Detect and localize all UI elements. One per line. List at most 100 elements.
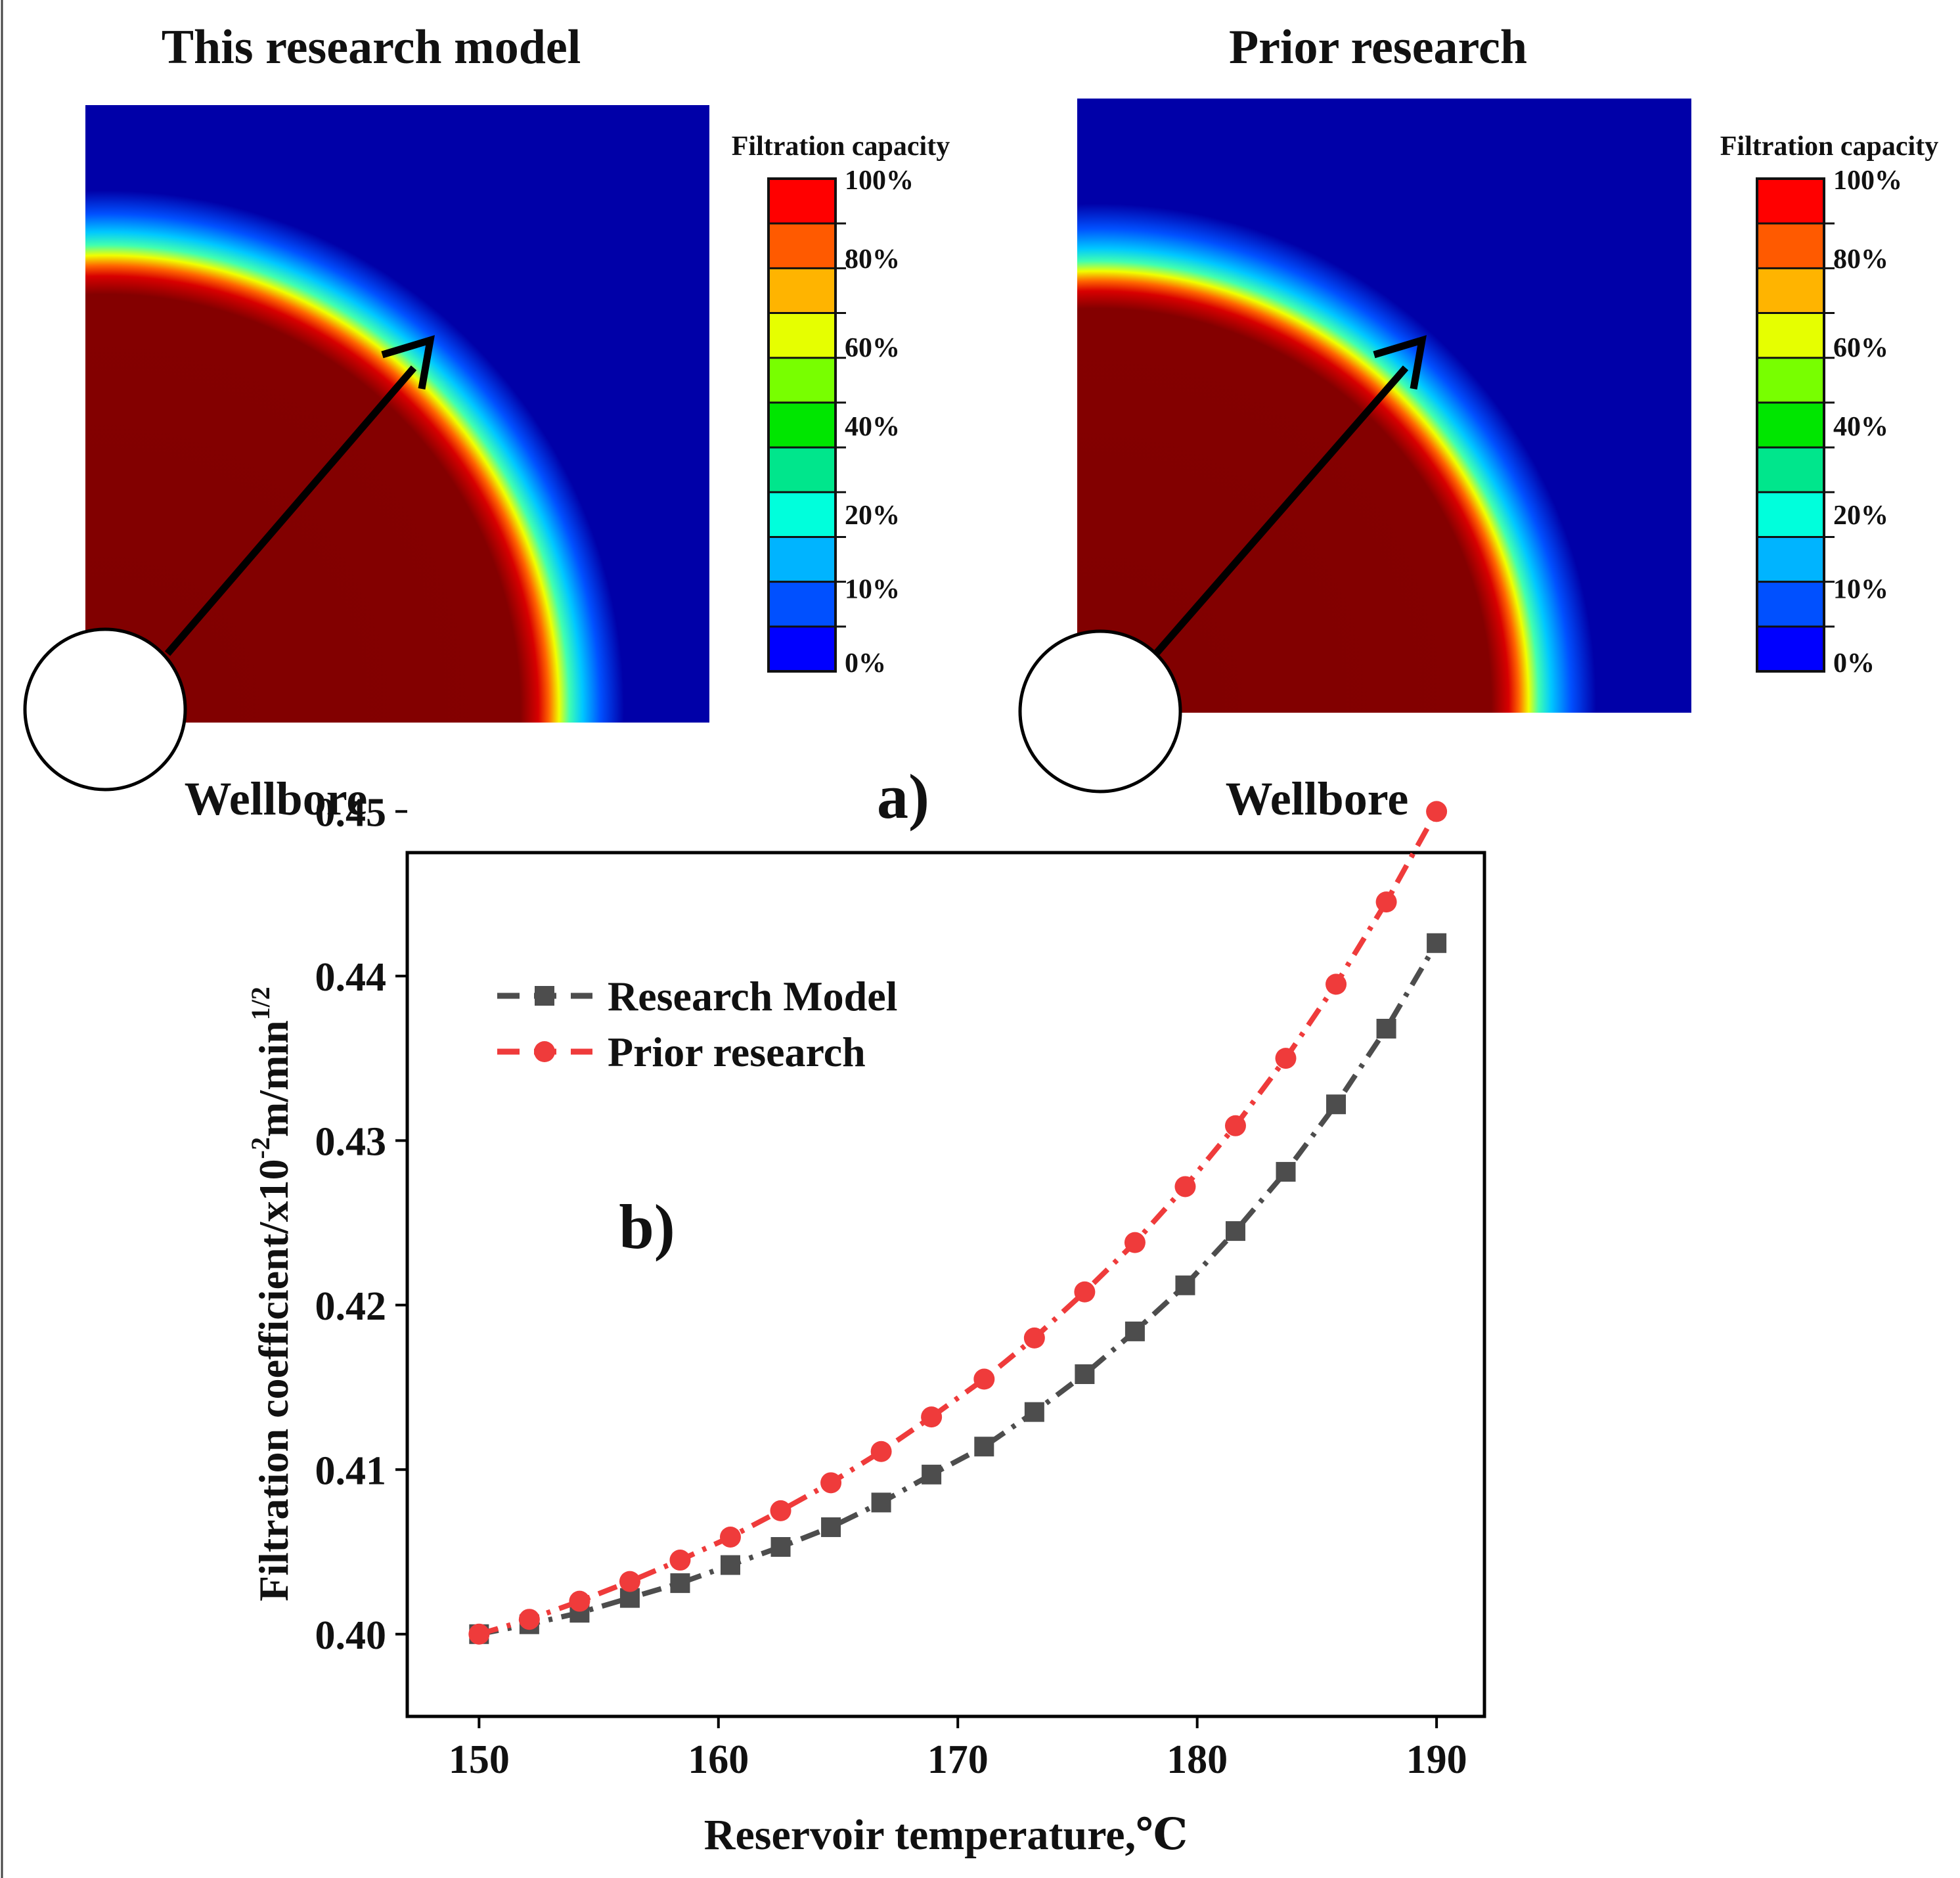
y-tick-label: 0.44	[315, 955, 387, 1000]
data-point-prior-research	[770, 1500, 791, 1521]
data-point-research-model	[1376, 1019, 1396, 1039]
data-point-research-model	[670, 1573, 690, 1594]
right-colorbar-tick-label: 60%	[1833, 333, 1888, 363]
panel-b-label: b)	[619, 1192, 675, 1262]
left-map-title: This research model	[162, 20, 581, 74]
right-colorbar-band	[1757, 402, 1824, 448]
data-point-research-model	[1276, 1161, 1296, 1182]
data-point-research-model	[922, 1464, 942, 1485]
left-colorbar-band	[768, 581, 835, 627]
right-colorbar-band	[1757, 447, 1824, 493]
data-point-research-model	[770, 1537, 791, 1557]
y-axis-title: Filtration coefficient/x10-2m/min1/2	[246, 987, 297, 1601]
left-colorbar-band	[768, 447, 835, 493]
data-point-prior-research	[468, 1623, 490, 1645]
right-colorbar-band	[1757, 492, 1824, 537]
x-tick-label: 170	[927, 1737, 989, 1782]
right-colorbar-title: Filtration capacity	[1720, 131, 1938, 162]
x-tick-label: 150	[449, 1737, 510, 1782]
legend: Research Model Prior research	[497, 973, 897, 1075]
left-colorbar-band	[768, 357, 835, 403]
y-tick-label: 0.42	[315, 1284, 387, 1329]
left-colorbar-band	[768, 313, 835, 359]
x-tick-label: 160	[688, 1737, 749, 1782]
right-colorbar-tick-label: 40%	[1833, 412, 1888, 442]
data-point-research-model	[1175, 1275, 1195, 1295]
x-tick-label: 180	[1167, 1737, 1228, 1782]
data-point-prior-research	[973, 1368, 995, 1390]
left-heatmap	[85, 105, 709, 723]
x-axis: 150 160 170 180 190	[449, 1716, 1467, 1782]
panel-a-right: Prior research Wellbore Filtration capac…	[1018, 20, 1938, 825]
legend-marker-circle	[534, 1041, 555, 1062]
left-colorbar-band	[768, 626, 835, 672]
right-colorbar-band	[1757, 626, 1824, 672]
data-point-research-model	[1427, 933, 1447, 953]
data-point-prior-research	[820, 1472, 842, 1494]
right-direction-arrow-shaft	[1153, 365, 1409, 656]
right-wellbore-label: Wellbore	[1226, 772, 1409, 825]
legend-label-prior-research: Prior research	[608, 1029, 866, 1075]
right-map-title: Prior research	[1229, 20, 1527, 74]
data-point-prior-research	[921, 1406, 943, 1428]
legend-entry-prior-research: Prior research	[497, 1029, 866, 1075]
left-colorbar-tick-label: 0%	[845, 648, 886, 679]
data-point-prior-research	[720, 1526, 741, 1548]
left-colorbar-band	[768, 179, 835, 224]
data-point-research-model	[1326, 1094, 1347, 1115]
data-point-prior-research	[518, 1609, 540, 1630]
right-colorbar-band	[1757, 179, 1824, 224]
right-direction-arrow-head	[1373, 335, 1427, 390]
plot-frame	[405, 851, 1486, 1718]
y-axis-title-exp: -2	[246, 1137, 275, 1159]
y-tick-label: 0.43	[315, 1119, 387, 1164]
left-colorbar-band	[768, 537, 835, 583]
data-point-prior-research	[619, 1571, 640, 1592]
left-colorbar-tick-label: 10%	[845, 575, 900, 605]
left-colorbar-tick-label: 60%	[845, 333, 900, 363]
panel-a-label: a)	[877, 761, 929, 832]
right-colorbar: 100% 80% 60% 40% 20% 10% 0%	[1756, 166, 1902, 679]
data-point-prior-research	[1375, 891, 1397, 913]
left-colorbar: 100% 80% 60% 40% 20% 10% 0%	[767, 166, 914, 679]
legend-label-research-model: Research Model	[608, 973, 897, 1019]
data-point-prior-research	[1074, 1281, 1096, 1303]
right-colorbar-band	[1757, 223, 1824, 269]
left-colorbar-band	[768, 223, 835, 269]
series-layer	[468, 801, 1448, 1645]
right-colorbar-band	[1757, 581, 1824, 627]
data-point-research-model	[1225, 1221, 1245, 1241]
left-colorbar-tick-label: 100%	[845, 166, 914, 196]
left-colorbar-title: Filtration capacity	[732, 131, 950, 162]
left-colorbar-tick-label: 20%	[845, 501, 900, 531]
data-point-research-model	[974, 1437, 994, 1457]
left-direction-arrow-head	[381, 335, 435, 390]
right-colorbar-band	[1757, 537, 1824, 583]
y-tick-label: 0.40	[315, 1613, 387, 1658]
data-point-research-model	[721, 1555, 740, 1575]
y-axis-title-main: Filtration coefficient/x10	[250, 1159, 297, 1601]
legend-entry-research-model: Research Model	[497, 973, 897, 1019]
left-wellbore-circle	[23, 627, 187, 792]
data-point-research-model	[1125, 1321, 1145, 1341]
left-wellbore-label: Wellbore	[185, 772, 368, 825]
data-point-prior-research	[1325, 973, 1347, 995]
left-colorbar-band	[768, 402, 835, 448]
left-direction-arrow-shaft	[164, 365, 417, 656]
x-tick-label: 190	[1406, 1737, 1467, 1782]
legend-marker-square	[535, 986, 554, 1006]
right-colorbar-tick-label: 20%	[1833, 501, 1888, 531]
left-colorbar-outline	[767, 177, 837, 673]
right-colorbar-band	[1757, 313, 1824, 359]
right-colorbar-outline	[1756, 177, 1825, 673]
right-colorbar-band	[1757, 268, 1824, 314]
data-point-research-model	[1024, 1402, 1044, 1422]
data-point-prior-research	[1174, 1176, 1196, 1197]
y-axis-title-unit-exp: 1/2	[246, 987, 275, 1020]
right-colorbar-tick-label: 0%	[1833, 648, 1875, 679]
data-point-prior-research	[1224, 1115, 1246, 1136]
data-point-prior-research	[1275, 1048, 1297, 1069]
y-axis-title-unit: m/min	[250, 1020, 297, 1137]
data-point-research-model	[1075, 1364, 1095, 1385]
